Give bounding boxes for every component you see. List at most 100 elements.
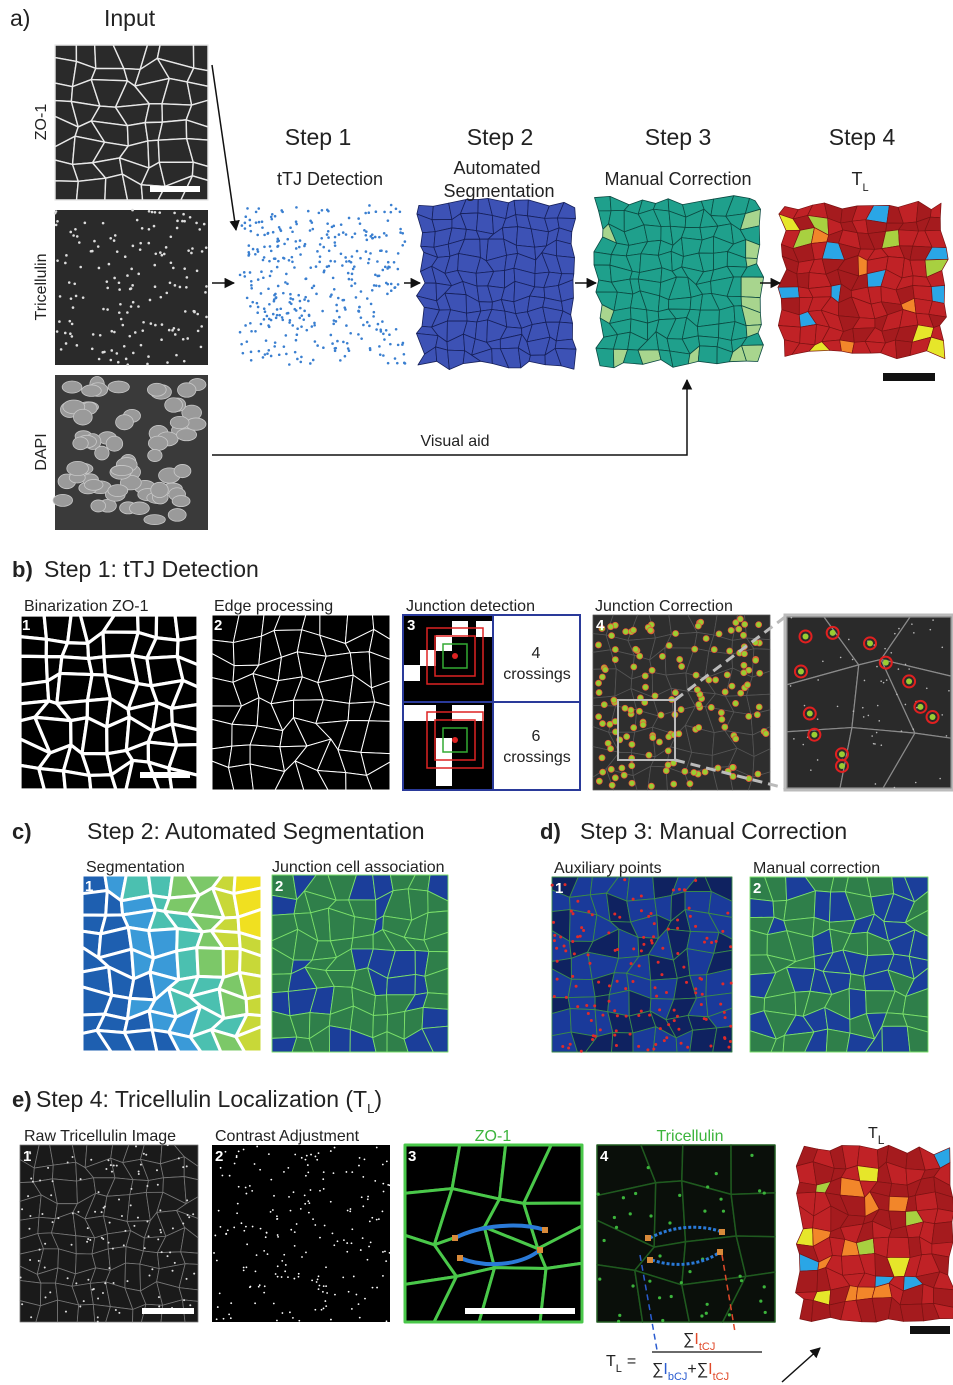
dot — [271, 213, 274, 216]
dot — [254, 1163, 256, 1165]
tricellular-junction — [717, 1249, 723, 1255]
dot — [694, 987, 697, 990]
dot — [305, 1252, 307, 1254]
dot — [379, 328, 382, 331]
dot — [158, 1296, 160, 1298]
dot — [311, 221, 314, 224]
dot — [948, 690, 950, 692]
cell — [840, 340, 855, 353]
dot — [104, 1282, 106, 1284]
dot — [374, 1180, 376, 1182]
dot — [703, 1210, 706, 1213]
dot — [196, 270, 199, 273]
nucleus — [108, 485, 128, 497]
dot — [616, 1014, 619, 1017]
dot — [376, 260, 379, 263]
dot — [108, 263, 111, 266]
dot — [654, 1043, 657, 1046]
dot — [386, 293, 389, 296]
dot — [157, 1238, 159, 1240]
dot — [293, 266, 296, 269]
junction — [672, 690, 678, 696]
panel-label: e) — [12, 1087, 32, 1112]
dot — [376, 1147, 378, 1149]
dot — [137, 1217, 139, 1219]
dot — [313, 324, 316, 327]
dot — [186, 337, 189, 340]
dot — [340, 223, 343, 226]
cell — [531, 229, 548, 247]
cell — [246, 996, 262, 1016]
dot — [321, 310, 324, 313]
cell — [193, 45, 208, 71]
dot — [225, 1151, 227, 1153]
dot — [157, 1184, 159, 1186]
dot — [864, 680, 866, 682]
dot — [342, 341, 345, 344]
dot — [281, 1276, 283, 1278]
dot — [187, 249, 190, 252]
dot — [174, 284, 177, 287]
cell — [568, 997, 595, 1010]
symbol-sub: L — [616, 1363, 622, 1375]
nucleus — [168, 509, 186, 522]
dot — [300, 325, 303, 328]
dot — [764, 1311, 767, 1314]
dot — [729, 945, 732, 948]
dot — [618, 916, 621, 919]
dot — [299, 361, 302, 364]
dot — [87, 1238, 89, 1240]
dot — [112, 1248, 114, 1250]
dot — [389, 1252, 391, 1254]
dot — [913, 632, 915, 634]
dot — [123, 345, 126, 348]
dot — [638, 964, 641, 967]
dot — [130, 305, 133, 308]
dot — [321, 209, 324, 212]
dot — [648, 1014, 651, 1017]
dot — [108, 1242, 110, 1244]
dot — [700, 1003, 703, 1006]
dot — [204, 291, 207, 294]
dot — [167, 1255, 169, 1257]
dot — [283, 1171, 285, 1173]
dot — [350, 1208, 352, 1210]
junction — [757, 670, 763, 676]
dot — [267, 324, 270, 327]
dot — [278, 226, 281, 229]
dot — [316, 1281, 318, 1283]
dot — [361, 1196, 363, 1198]
dot — [165, 292, 168, 295]
dot — [295, 206, 298, 209]
dot — [266, 352, 269, 355]
dot — [652, 935, 655, 938]
dot — [688, 1270, 691, 1273]
dot — [104, 1206, 106, 1208]
junction — [619, 765, 625, 771]
dot — [243, 271, 246, 274]
junction — [715, 765, 721, 771]
dot — [580, 926, 583, 929]
cell — [934, 1209, 953, 1224]
dot — [308, 314, 311, 317]
dot — [894, 787, 896, 789]
dot — [383, 1191, 385, 1193]
junction — [722, 689, 728, 695]
dot — [682, 966, 685, 969]
dot — [260, 323, 263, 326]
dot — [677, 1028, 680, 1031]
junction — [663, 768, 669, 774]
dot — [151, 1268, 153, 1270]
dot — [303, 310, 306, 313]
cell — [212, 719, 232, 749]
cell — [930, 203, 941, 218]
junction — [658, 712, 664, 718]
dot — [183, 360, 186, 363]
dot — [243, 1269, 245, 1271]
junction — [642, 684, 648, 690]
cell — [800, 324, 817, 345]
dot — [804, 705, 806, 707]
cell — [778, 287, 799, 299]
panel-number: 1 — [23, 1148, 31, 1165]
dot — [44, 1243, 46, 1245]
